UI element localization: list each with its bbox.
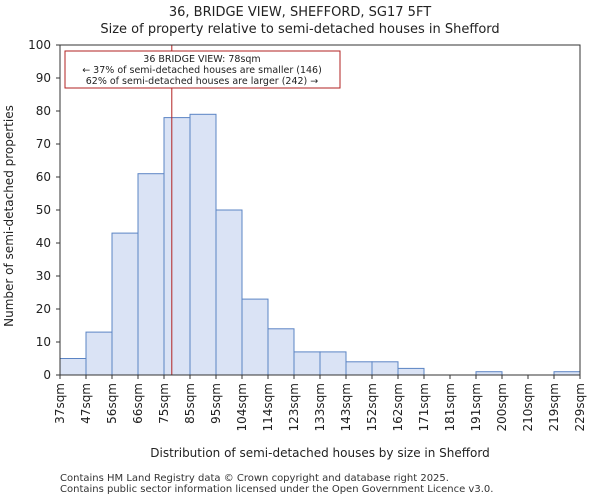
bar-104sqm bbox=[241, 298, 269, 376]
x-tick-label-143sqm: 143sqm bbox=[339, 383, 353, 431]
plot-frame bbox=[59, 44, 581, 376]
y-tick-label-40: 40 bbox=[36, 236, 51, 250]
bar-95sqm bbox=[215, 209, 243, 376]
bar-75sqm bbox=[163, 117, 191, 376]
y-tick-label-20: 20 bbox=[36, 302, 51, 316]
bar-143sqm bbox=[345, 361, 373, 376]
bar-47sqm bbox=[85, 331, 113, 376]
x-tick-label-152sqm: 152sqm bbox=[365, 383, 379, 431]
bar-37sqm bbox=[59, 358, 87, 376]
bar-123sqm bbox=[293, 351, 321, 376]
x-tick-label-200sqm: 200sqm bbox=[495, 383, 509, 431]
y-tick-label-60: 60 bbox=[36, 170, 51, 184]
chart: 0 10 20 30 40 50 60 70 80 90 100 37sqm 47sqm 56sqm 66… bbox=[2, 38, 587, 460]
annotation-line-2: ← 37% of semi-detached houses are smalle… bbox=[82, 65, 322, 76]
y-axis-label: Number of semi-detached properties bbox=[2, 105, 16, 327]
annotation-line-1: 36 BRIDGE VIEW: 78sqm bbox=[143, 54, 260, 65]
y-tick-label-90: 90 bbox=[36, 71, 51, 85]
chart-subtitle: Size of property relative to semi-detach… bbox=[100, 22, 500, 37]
x-tick-label-37sqm: 37sqm bbox=[53, 383, 67, 424]
x-tick-label-191sqm: 191sqm bbox=[469, 383, 483, 431]
footer-line-1: Contains HM Land Registry data © Crown c… bbox=[60, 473, 449, 484]
annotation-line-3: 62% of semi-detached houses are larger (… bbox=[86, 76, 319, 87]
footer-line-2: Contains public sector information licen… bbox=[60, 484, 494, 495]
x-tick-label-219sqm: 219sqm bbox=[547, 383, 561, 431]
x-axis-label: Distribution of semi-detached houses by … bbox=[150, 446, 489, 460]
x-tick-label-47sqm: 47sqm bbox=[79, 383, 93, 424]
bar-152sqm bbox=[371, 361, 399, 376]
x-tick-label-56sqm: 56sqm bbox=[105, 383, 119, 424]
y-tick-label-80: 80 bbox=[36, 104, 51, 118]
y-axis: 0 10 20 30 40 50 60 70 80 90 100 bbox=[28, 38, 60, 382]
y-tick-label-100: 100 bbox=[28, 38, 51, 52]
bars-group bbox=[59, 113, 581, 376]
x-tick-label-114sqm: 114sqm bbox=[261, 383, 275, 431]
x-tick-label-229sqm: 229sqm bbox=[573, 383, 587, 431]
bar-66sqm bbox=[137, 173, 165, 376]
y-tick-label-10: 10 bbox=[36, 335, 51, 349]
x-tick-label-85sqm: 85sqm bbox=[183, 383, 197, 424]
x-tick-label-123sqm: 123sqm bbox=[287, 383, 301, 431]
x-tick-label-162sqm: 162sqm bbox=[391, 383, 405, 431]
footer: Contains HM Land Registry data © Crown c… bbox=[60, 473, 493, 495]
bar-56sqm bbox=[111, 232, 139, 376]
x-tick-label-66sqm: 66sqm bbox=[131, 383, 145, 424]
x-tick-label-95sqm: 95sqm bbox=[209, 383, 223, 424]
x-axis: 37sqm 47sqm 56sqm 66sqm 75sqm 85sqm 95sqm 104sq… bbox=[53, 375, 587, 431]
annotation-box: 36 BRIDGE VIEW: 78sqm ← 37% of semi-deta… bbox=[64, 50, 341, 89]
x-tick-label-104sqm: 104sqm bbox=[235, 383, 249, 431]
y-tick-label-70: 70 bbox=[36, 137, 51, 151]
bar-162sqm bbox=[397, 367, 425, 376]
chart-title-block: 36, BRIDGE VIEW, SHEFFORD, SG17 5FT Size… bbox=[0, 4, 600, 38]
bar-133sqm bbox=[319, 351, 347, 376]
bar-85sqm bbox=[189, 113, 217, 376]
y-tick-label-50: 50 bbox=[36, 203, 51, 217]
x-tick-label-133sqm: 133sqm bbox=[313, 383, 327, 431]
x-tick-label-181sqm: 181sqm bbox=[443, 383, 457, 431]
y-tick-label-30: 30 bbox=[36, 269, 51, 283]
x-tick-label-75sqm: 75sqm bbox=[157, 383, 171, 424]
x-tick-label-171sqm: 171sqm bbox=[417, 383, 431, 431]
x-tick-label-210sqm: 210sqm bbox=[521, 383, 535, 431]
bar-114sqm bbox=[267, 328, 295, 376]
chart-title: 36, BRIDGE VIEW, SHEFFORD, SG17 5FT bbox=[168, 5, 432, 20]
annotation-frame bbox=[64, 50, 341, 89]
y-tick-label-0: 0 bbox=[43, 368, 51, 382]
